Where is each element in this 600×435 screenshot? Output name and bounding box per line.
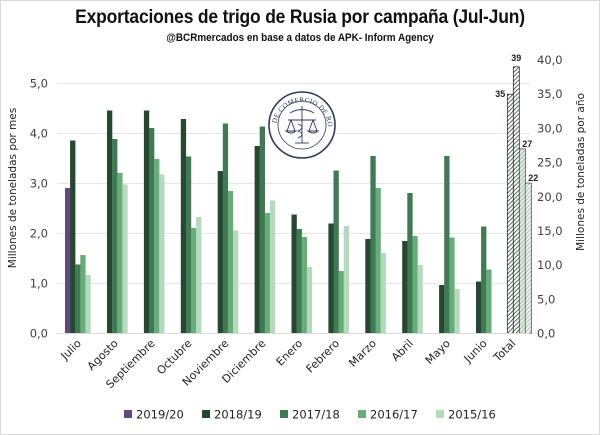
bar-2018-19-enero bbox=[291, 214, 297, 334]
y-tick-label: 1,0 bbox=[30, 277, 48, 291]
bar-2017-18-agosto bbox=[112, 139, 118, 334]
legend-label: 2019/20 bbox=[136, 408, 184, 422]
y2-tick-label: 15,0 bbox=[537, 224, 563, 238]
bar-2016-17-mayo bbox=[449, 237, 455, 334]
bar-2017-18-junio bbox=[481, 226, 487, 334]
total-bar-hatch bbox=[525, 183, 532, 334]
bar-2016-17-marzo bbox=[375, 188, 381, 334]
bar-2016-17-diciembre bbox=[264, 213, 271, 334]
total-bar-2017-18 bbox=[512, 66, 520, 334]
total-data-label: 27 bbox=[522, 139, 532, 149]
x-tick-label: Enero bbox=[274, 337, 306, 369]
x-tick-label: Junio bbox=[461, 337, 490, 366]
bar-2018-19-abril bbox=[402, 241, 408, 334]
legend-swatch bbox=[202, 410, 210, 418]
legend-label: 2018/19 bbox=[214, 408, 262, 422]
bar-2015-16-agosto bbox=[122, 184, 128, 334]
bar-2019-20-julio bbox=[65, 188, 71, 334]
bar-2017-18-octubre bbox=[185, 156, 192, 334]
y2-axis-title: Millones de toneladas por año bbox=[575, 93, 587, 251]
y2-tick-label: 0,0 bbox=[537, 327, 555, 341]
bar-2015-16-noviembre bbox=[233, 230, 239, 334]
total-data-label: 39 bbox=[511, 53, 521, 63]
bar-2018-19-marzo bbox=[365, 239, 371, 334]
y-tick-label: 5,0 bbox=[30, 77, 48, 91]
legend-label: 2016/17 bbox=[370, 408, 418, 422]
y-tick-label: 0,0 bbox=[30, 327, 48, 341]
bar-2016-17-noviembre bbox=[227, 191, 234, 334]
bar-2018-19-octubre bbox=[180, 119, 187, 334]
x-tick-label: Febrero bbox=[304, 337, 343, 376]
bar-2017-18-abril bbox=[407, 193, 413, 334]
bar-2015-16-mayo bbox=[454, 289, 460, 334]
y2-tick-label: 40,0 bbox=[537, 53, 563, 67]
legend: 2019/20 2018/19 2017/18 2016/17 2015/16 bbox=[124, 408, 496, 422]
bar-2017-18-marzo bbox=[370, 156, 376, 334]
bar-2018-19-mayo bbox=[439, 285, 445, 334]
legend-swatch bbox=[436, 410, 444, 418]
y-tick-label: 3,0 bbox=[30, 177, 48, 191]
total-data-label: 35 bbox=[495, 89, 505, 99]
legend-swatch bbox=[358, 410, 366, 418]
bars: 35 39 27 22 bbox=[65, 53, 538, 334]
x-tick-label: Julio bbox=[58, 337, 84, 363]
bar-2015-16-julio bbox=[85, 275, 91, 334]
bar-2017-18-diciembre bbox=[259, 126, 265, 334]
bar-2018-19-septiembre bbox=[143, 110, 150, 334]
y2-tick-label: 35,0 bbox=[537, 87, 563, 101]
bar-2018-19-agosto bbox=[107, 110, 113, 334]
bar-2017-18-septiembre bbox=[149, 128, 155, 334]
x-tick-label: Mayo bbox=[423, 337, 453, 367]
y-tick-label: 2,0 bbox=[30, 227, 48, 241]
bar-2016-17-febrero bbox=[338, 271, 344, 334]
bar-2015-16-febrero bbox=[343, 226, 349, 334]
chart-title: Exportaciones de trigo de Rusia por camp… bbox=[75, 7, 525, 28]
bar-2015-16-diciembre bbox=[269, 200, 276, 334]
bcr-seal-logo: BOLSA DE COMERCIO DE ROSARIO bbox=[0, 0, 336, 159]
bar-2015-16-enero bbox=[306, 267, 313, 334]
bar-2018-19-diciembre bbox=[254, 146, 260, 334]
bar-2016-17-julio bbox=[80, 255, 86, 334]
bar-2017-18-mayo bbox=[444, 156, 450, 334]
bar-2018-19-febrero bbox=[328, 223, 334, 334]
bar-2016-17-abril bbox=[412, 236, 418, 334]
bar-2018-19-junio bbox=[476, 281, 482, 334]
y-axis-title: Millones de toneladas por mes bbox=[7, 108, 19, 268]
bar-2016-17-septiembre bbox=[154, 159, 160, 334]
legend-swatch bbox=[124, 410, 132, 418]
total-data-label: 22 bbox=[528, 173, 538, 183]
bar-2017-18-enero bbox=[296, 229, 302, 334]
x-tick-label: Abril bbox=[389, 337, 416, 364]
y2-tick-label: 25,0 bbox=[537, 156, 563, 170]
bar-2016-17-enero bbox=[301, 237, 307, 334]
bar-2017-18-noviembre bbox=[222, 123, 229, 334]
chart-subtitle: @BCRmercados en base a datos de APK- Inf… bbox=[166, 32, 434, 44]
bar-2016-17-agosto bbox=[117, 173, 123, 334]
bar-2015-16-abril bbox=[417, 265, 423, 334]
bar-2016-17-octubre bbox=[191, 228, 197, 334]
bar-2018-19-noviembre bbox=[217, 171, 223, 334]
x-tick-label: Agosto bbox=[85, 337, 121, 373]
bar-2017-18-julio bbox=[75, 264, 81, 334]
bar-2018-19-julio bbox=[70, 140, 76, 334]
total-bar-2018-19 bbox=[506, 93, 514, 334]
legend-label: 2017/18 bbox=[292, 408, 340, 422]
x-tick-label-total: Total bbox=[490, 337, 518, 365]
bar-2016-17-junio bbox=[486, 269, 492, 334]
y2-tick-label: 30,0 bbox=[537, 121, 563, 135]
y2-tick-label: 5,0 bbox=[537, 292, 555, 306]
y-tick-label: 4,0 bbox=[30, 127, 48, 141]
x-tick-label: Marzo bbox=[346, 337, 379, 370]
bar-2017-18-febrero bbox=[333, 170, 339, 334]
scales-caduceus-icon bbox=[284, 106, 320, 144]
total-bar-hatch bbox=[519, 148, 526, 334]
bar-2015-16-octubre bbox=[196, 217, 202, 334]
legend-swatch bbox=[280, 410, 288, 418]
bar-2015-16-septiembre bbox=[159, 174, 165, 334]
y2-tick-label: 20,0 bbox=[537, 190, 563, 204]
bar-2015-16-marzo bbox=[380, 253, 386, 334]
y2-tick-label: 10,0 bbox=[537, 258, 563, 272]
legend-label: 2015/16 bbox=[448, 408, 496, 422]
